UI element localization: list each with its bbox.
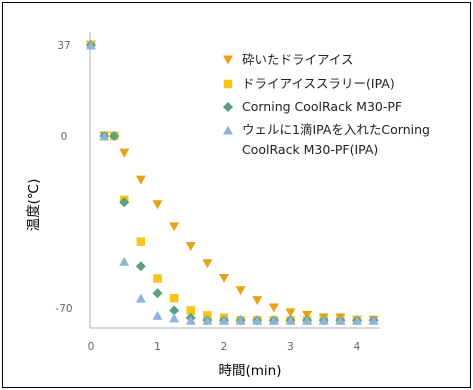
legend-label-4: ウェルに1滴IPAを入れたCorning [242, 122, 430, 137]
data-point-series-1 [252, 296, 263, 306]
data-point-series-4 [302, 315, 313, 325]
data-point-series-4 [352, 315, 362, 325]
data-point-series-4 [86, 40, 96, 50]
legend-label-1: 砕いたドライアイス [242, 52, 354, 67]
data-point-series-4 [285, 315, 296, 325]
data-point-series-4 [169, 313, 180, 323]
data-point-series-3 [119, 197, 130, 208]
data-point-series-2 [136, 237, 146, 246]
data-point-series-4 [252, 315, 263, 325]
data-point-series-1 [152, 200, 163, 210]
x-tick-label: 4 [354, 341, 361, 353]
x-axis-label: 時間(min) [219, 363, 282, 379]
data-point-series-4 [318, 315, 329, 325]
data-point-series-1 [268, 303, 279, 313]
legend-label-3: Corning CoolRack M30-PF [242, 99, 402, 114]
data-point-series-4 [202, 315, 213, 325]
data-point-series-1 [202, 259, 213, 269]
legend-label-2: ドライアイススラリー(IPA) [242, 76, 395, 91]
data-point-series-1 [119, 148, 130, 158]
data-point-series-4 [119, 256, 130, 266]
y-tick-label: 37 [57, 40, 70, 52]
legend-marker-4 [223, 125, 233, 135]
y-axis-label: 温度(℃) [26, 179, 42, 232]
data-point-series-2 [186, 306, 195, 315]
data-point-series-4 [235, 315, 246, 325]
data-point-series-4 [335, 315, 346, 325]
x-tick-label: 0 [88, 341, 95, 353]
legend-marker-3 [223, 102, 233, 112]
data-point-series-4 [185, 315, 196, 325]
data-point-series-4 [152, 310, 163, 320]
data-point-series-1 [185, 242, 196, 252]
data-point-series-3 [109, 130, 120, 141]
data-point-series-4 [368, 315, 379, 325]
data-point-series-1 [135, 175, 146, 185]
data-point-series-3 [152, 288, 163, 299]
x-tick-label: 2 [221, 341, 228, 353]
data-point-series-1 [169, 222, 180, 232]
y-tick-label: -70 [55, 303, 72, 315]
data-point-series-1 [235, 286, 246, 296]
data-point-series-4 [135, 293, 146, 303]
legend-marker-1 [223, 55, 233, 65]
x-tick-label: 1 [154, 341, 161, 353]
data-point-series-4 [268, 315, 279, 325]
data-point-series-2 [153, 274, 162, 283]
legend-label-4: CoolRack M30-PF(IPA) [242, 142, 378, 157]
data-point-series-4 [219, 315, 229, 325]
data-point-series-1 [285, 308, 296, 318]
x-tick-label: 3 [287, 341, 294, 353]
legend-marker-2 [223, 79, 233, 89]
data-point-series-1 [219, 274, 229, 284]
y-tick-label: 0 [61, 131, 68, 143]
data-point-series-4 [99, 131, 110, 141]
data-point-series-2 [169, 293, 179, 303]
data-point-series-3 [135, 261, 146, 272]
data-point-series-3 [169, 305, 180, 316]
